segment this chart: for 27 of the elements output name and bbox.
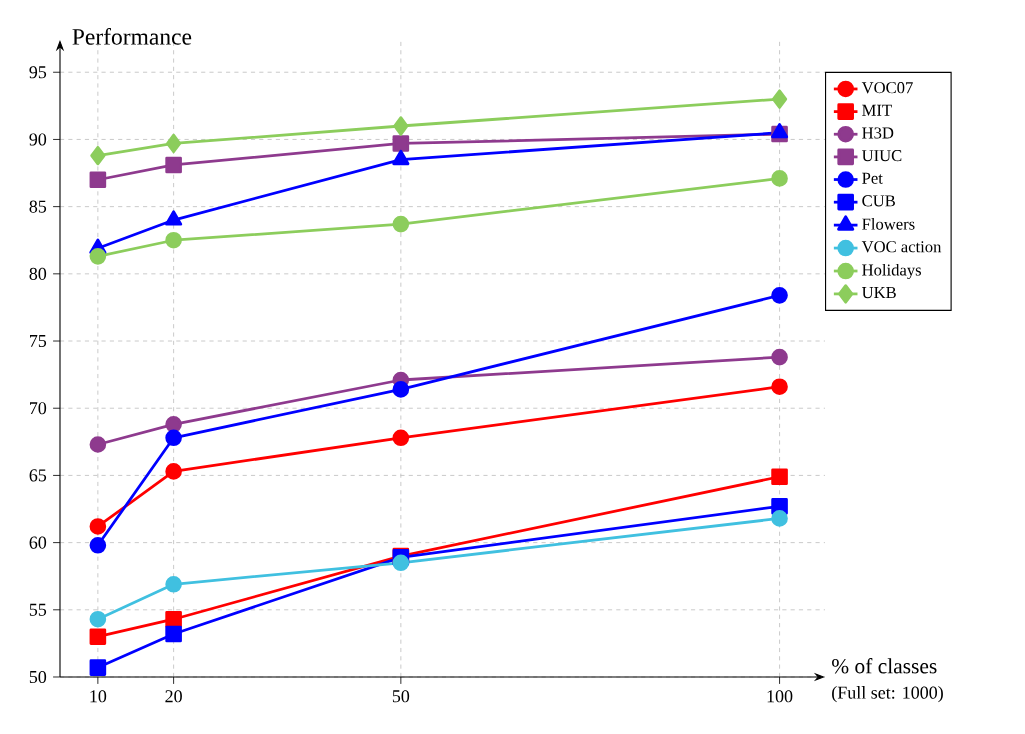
legend-label: UKB	[861, 287, 896, 299]
y-tick-label: 60	[29, 536, 47, 549]
legend-label: VOC action	[861, 241, 942, 253]
y-tick-label: 95	[29, 66, 47, 79]
legend-label: UIUC	[861, 150, 902, 162]
y-tick-label: 70	[30, 402, 47, 415]
y-tick-label: 85	[29, 200, 47, 213]
y-tick-label: 55	[29, 603, 47, 616]
x-tick-label: 50	[392, 690, 410, 703]
x-tick-label: 20	[165, 690, 182, 703]
x-tick-label: 100	[767, 690, 793, 703]
legend-label: Pet	[862, 172, 883, 184]
legend-label: Holidays	[862, 263, 921, 280]
legend-label: H3D	[862, 127, 894, 139]
y-tick-label: 90	[29, 133, 47, 146]
y-tick-label: 80	[29, 267, 47, 280]
text: (Full set: 1000)	[832, 686, 943, 703]
x-tick-label: 10	[90, 690, 107, 703]
y-tick-label: 75	[30, 335, 47, 347]
legend-label: MIT	[862, 104, 892, 116]
y-axis-title: Performance	[72, 28, 192, 45]
x-axis-title: % of classes	[832, 658, 937, 674]
y-tick-label: 65	[29, 469, 47, 482]
legend-label: Flowers	[862, 218, 915, 230]
legend-label: VOC07	[861, 82, 913, 94]
legend-label: CUB	[862, 195, 895, 207]
y-tick-label: 50	[29, 670, 47, 684]
